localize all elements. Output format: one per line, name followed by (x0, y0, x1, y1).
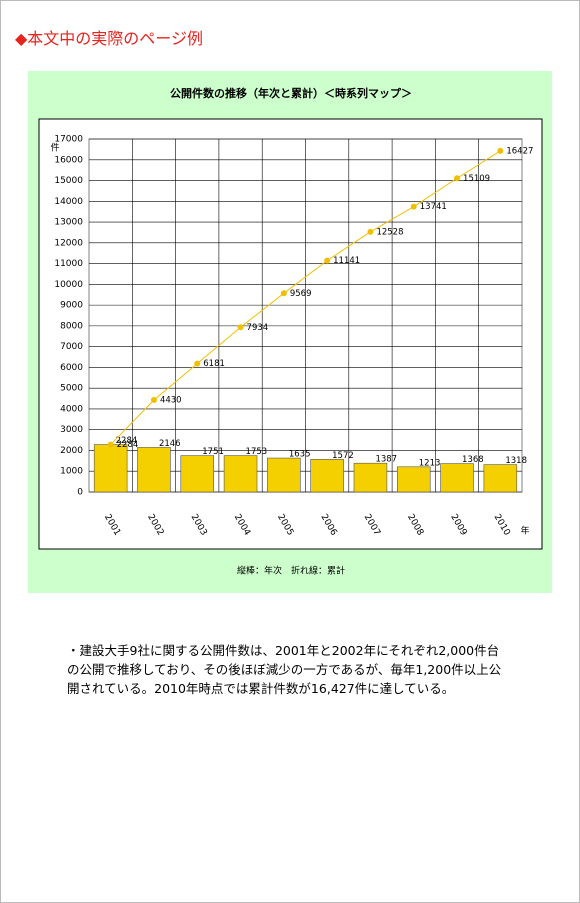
y-tick-label: 0 (77, 488, 83, 498)
line-value-label: 13741 (420, 202, 447, 212)
bar (310, 459, 344, 493)
y-tick-label: 10000 (54, 280, 83, 290)
line-point (237, 324, 244, 331)
y-tick-label: 2000 (60, 446, 83, 456)
bar-value-label: 1753 (246, 447, 268, 457)
line-point (194, 360, 201, 367)
bar-value-label: 1318 (505, 456, 527, 466)
bar-value-label: 1387 (375, 455, 397, 465)
line-value-label: 12528 (376, 227, 403, 237)
bar (267, 457, 301, 493)
page-title: ◆本文中の実際のページ例 (15, 29, 203, 48)
bar-value-label: 1635 (289, 450, 311, 460)
bar (93, 444, 128, 493)
line-point (280, 290, 287, 297)
line-value-label: 7934 (247, 323, 269, 333)
line-point (497, 147, 504, 154)
line-point (410, 203, 417, 210)
bar-value-label: 1572 (332, 451, 354, 461)
y-axis-label: 件 (50, 142, 59, 154)
y-tick-label: 7000 (60, 342, 83, 352)
bar (396, 466, 431, 493)
y-tick-label: 6000 (60, 363, 83, 373)
y-tick-label: 16000 (54, 155, 83, 165)
bar (483, 464, 518, 493)
y-tick-label: 14000 (54, 197, 83, 207)
line-value-label: 6181 (203, 359, 225, 369)
chart-title: 公開件数の推移（年次と累計）＜時系列マップ＞ (170, 86, 412, 100)
bar (180, 455, 215, 493)
line-point (107, 441, 114, 448)
line (110, 150, 501, 445)
line-point (454, 175, 461, 182)
y-tick-label: 15000 (54, 176, 83, 186)
bar-value-label: 2146 (159, 439, 181, 449)
y-tick-label: 13000 (54, 218, 83, 228)
bar (223, 455, 258, 493)
line-point (324, 257, 331, 264)
line-value-label: 11141 (333, 256, 360, 266)
y-tick-label: 3000 (60, 425, 83, 435)
bar-value-label: 1213 (419, 458, 441, 468)
bar (353, 462, 388, 493)
y-tick-label: 5000 (60, 384, 83, 394)
y-tick-label: 1000 (60, 467, 83, 477)
bar-value-label: 2284 (116, 436, 138, 446)
x-axis-label: 年 (520, 525, 529, 537)
chart: 公開件数の推移（年次と累計）＜時系列マップ＞ 件 年 縦棒：年次 折れ線：累計 … (38, 86, 543, 577)
chart-caption: 縦棒：年次 折れ線：累計 (237, 565, 345, 577)
line-point (367, 228, 374, 235)
line-value-label: 15109 (463, 174, 490, 184)
y-tick-label: 9000 (60, 301, 83, 311)
y-tick-label: 12000 (54, 238, 83, 248)
line-value-label: 2284 (117, 440, 139, 450)
line-point (150, 397, 157, 404)
y-tick-label: 11000 (54, 259, 83, 269)
y-tick-label: 8000 (60, 321, 83, 331)
bar-value-label: 1368 (462, 455, 484, 465)
y-tick-label: 17000 (54, 135, 83, 145)
bar (137, 447, 171, 493)
y-tick-label: 4000 (60, 404, 83, 414)
bar (440, 463, 474, 493)
line-value-label: 16427 (506, 146, 533, 156)
bar-value-label: 1751 (202, 447, 224, 457)
line-value-label: 9569 (290, 289, 312, 299)
line-value-label: 4430 (160, 396, 182, 406)
body-text: ・建設大手9社に関する公開件数は、2001年と2002年にそれぞれ2,000件台… (67, 643, 502, 696)
